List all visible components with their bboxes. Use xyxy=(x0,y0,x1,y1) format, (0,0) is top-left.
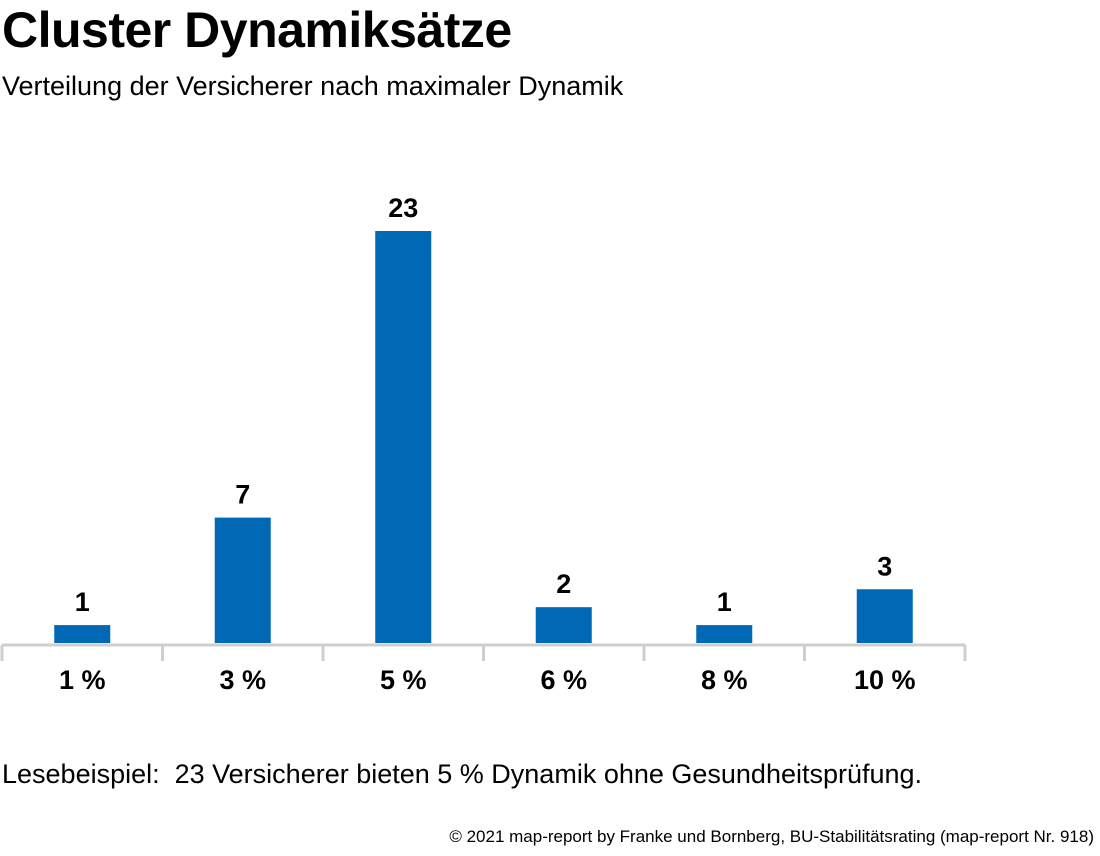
bar-value-label: 3 xyxy=(877,551,892,581)
bar-1 xyxy=(54,625,111,643)
x-tick-label: 10 % xyxy=(854,665,916,695)
bar-6 xyxy=(856,589,913,643)
source-credit: © 2021 map-report by Franke und Bornberg… xyxy=(449,827,1094,846)
bar-value-label: 2 xyxy=(556,569,571,599)
bar-value-label: 23 xyxy=(388,193,418,223)
x-tick-label: 3 % xyxy=(219,665,266,695)
x-tick-label: 6 % xyxy=(540,665,587,695)
bar-value-label: 7 xyxy=(235,480,250,510)
bar-2 xyxy=(214,517,271,643)
chart-subtitle: Verteilung der Versicherer nach maximale… xyxy=(2,71,624,101)
x-tick-label: 1 % xyxy=(59,665,106,695)
bar-3 xyxy=(375,231,432,643)
chart-title: Cluster Dynamiksätze xyxy=(2,2,512,58)
bar-5 xyxy=(696,625,753,643)
bar-value-label: 1 xyxy=(717,587,732,617)
bar-4 xyxy=(535,607,592,643)
x-tick-label: 5 % xyxy=(380,665,427,695)
reading-example-note: Lesebeispiel: 23 Versicherer bieten 5 % … xyxy=(2,759,923,789)
x-tick-label: 8 % xyxy=(701,665,748,695)
bar-chart: 1 1 % 7 3 % 23 5 % 2 6 % 1 8 % 3 10 % xyxy=(0,193,967,695)
bar-value-label: 1 xyxy=(75,587,90,617)
